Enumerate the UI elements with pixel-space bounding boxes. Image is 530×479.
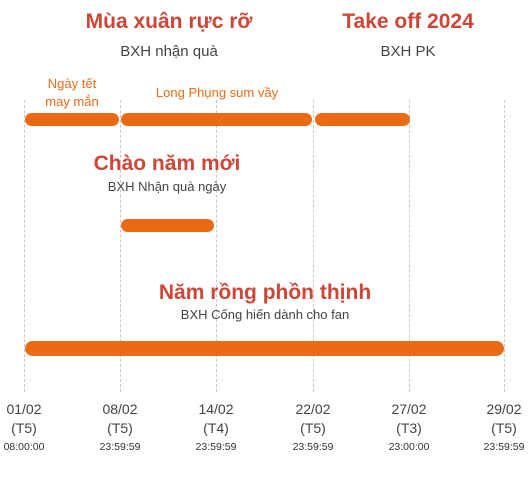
- dragon-event-title: Năm rồng phồn thịnh: [158, 281, 372, 304]
- timeline-date-0102: 01/02 (T5) 08:00:00: [4, 400, 45, 453]
- timeline-date: 08/02: [102, 401, 138, 417]
- takeoff-event-subtitle: BXH PK: [380, 43, 436, 60]
- gridline-0102: [24, 100, 25, 392]
- tet-event-bar: [25, 113, 119, 126]
- timeline-date: 29/02: [486, 401, 522, 417]
- gridline-2702: [409, 100, 410, 392]
- timeline-weekday: (T3): [396, 420, 422, 436]
- takeoff-event-bar: [315, 113, 410, 126]
- gridline-2902: [504, 100, 505, 392]
- tet-label-line2: may mắn: [45, 94, 99, 109]
- dragon-event-bar: [25, 341, 504, 356]
- timeline-date: 22/02: [295, 401, 331, 417]
- newyear-event-title: Chào năm mới: [93, 152, 241, 175]
- timeline-time: 23:59:59: [99, 441, 141, 453]
- gridline-0802: [120, 100, 121, 392]
- timeline-date-1402: 14/02 (T4) 23:59:59: [196, 400, 237, 453]
- timeline-time: 23:59:59: [292, 441, 334, 453]
- timeline-weekday: (T4): [203, 420, 229, 436]
- tet-label-line1: Ngày tết: [47, 76, 97, 91]
- timeline-date: 27/02: [391, 401, 427, 417]
- timeline-weekday: (T5): [300, 420, 326, 436]
- newyear-event-subtitle: BXH Nhận quà ngày: [107, 179, 227, 194]
- dragon-event-subtitle: BXH Cống hiến dành cho fan: [180, 307, 350, 322]
- spring-event-title: Mùa xuân rực rỡ: [85, 10, 253, 33]
- timeline-date-2702: 27/02 (T3) 23:00:00: [389, 400, 430, 453]
- timeline-weekday: (T5): [491, 420, 517, 436]
- timeline-weekday: (T5): [11, 420, 37, 436]
- timeline-date-2902: 29/02 (T5) 23:59:59: [484, 400, 525, 453]
- timeline-weekday: (T5): [107, 420, 133, 436]
- longphung-event-label: Long Phụng sum vầy: [155, 85, 279, 100]
- timeline-date: 14/02: [198, 401, 234, 417]
- timeline-date-2202: 22/02 (T5) 23:59:59: [293, 400, 334, 453]
- newyear-event-bar: [121, 219, 214, 232]
- gridline-2202: [313, 100, 314, 392]
- timeline-date: 01/02: [6, 401, 42, 417]
- timeline-date-0802: 08/02 (T5) 23:59:59: [100, 400, 141, 453]
- timeline-time: 23:59:59: [483, 441, 525, 453]
- tet-event-label: Ngày tết may mắn: [45, 75, 98, 111]
- gridline-1402: [216, 100, 217, 392]
- spring-event-subtitle: BXH nhận quà: [120, 43, 218, 60]
- timeline-time: 23:00:00: [388, 441, 430, 453]
- takeoff-event-title: Take off 2024: [342, 10, 474, 33]
- timeline-time: 23:59:59: [195, 441, 237, 453]
- timeline-time: 08:00:00: [3, 441, 45, 453]
- longphung-event-bar: [121, 113, 312, 126]
